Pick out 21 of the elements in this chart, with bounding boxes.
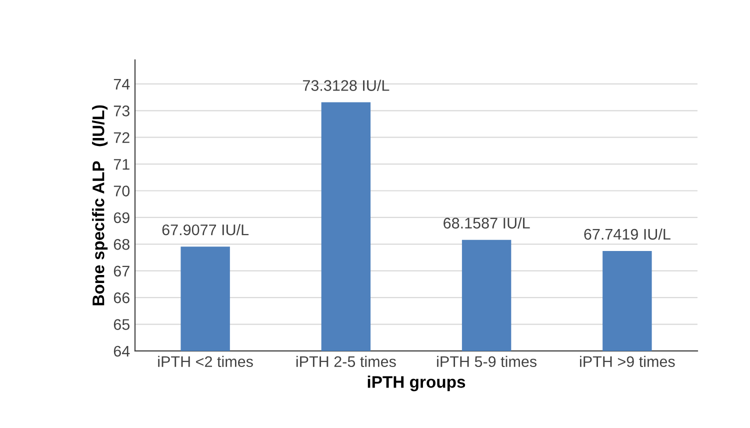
y-tick-label: 66 (114, 292, 130, 304)
x-tick-label: iPTH 2-5 times (296, 356, 396, 368)
x-tick-label: iPTH >9 times (580, 356, 675, 368)
data-label: 73.3128 IU/L (302, 80, 390, 91)
data-label: 67.9077 IU/L (162, 224, 249, 236)
y-tick-label: 69 (114, 212, 130, 224)
y-tick-label: 70 (114, 186, 130, 196)
y-tick-label: 64 (114, 346, 130, 357)
x-tick-label: iPTH 5-9 times (437, 356, 537, 368)
x-axis-title: iPTH groups (368, 376, 466, 392)
y-tick-label: 73 (114, 106, 130, 116)
y-tick-label: 74 (114, 78, 130, 90)
y-tick-label: 72 (114, 132, 130, 143)
x-tick-label: iPTH <2 times (158, 356, 253, 368)
y-tick-label: 67 (114, 266, 130, 277)
data-label: 68.1587 IU/L (444, 217, 530, 229)
data-label: 67.7419 IU/L (584, 228, 670, 240)
y-tick-label: 68 (114, 239, 130, 250)
y-tick-label: 71 (114, 159, 130, 170)
y-axis-title: Bone specific ALP (IU/L) (92, 105, 108, 306)
y-tick-label: 65 (114, 319, 130, 330)
